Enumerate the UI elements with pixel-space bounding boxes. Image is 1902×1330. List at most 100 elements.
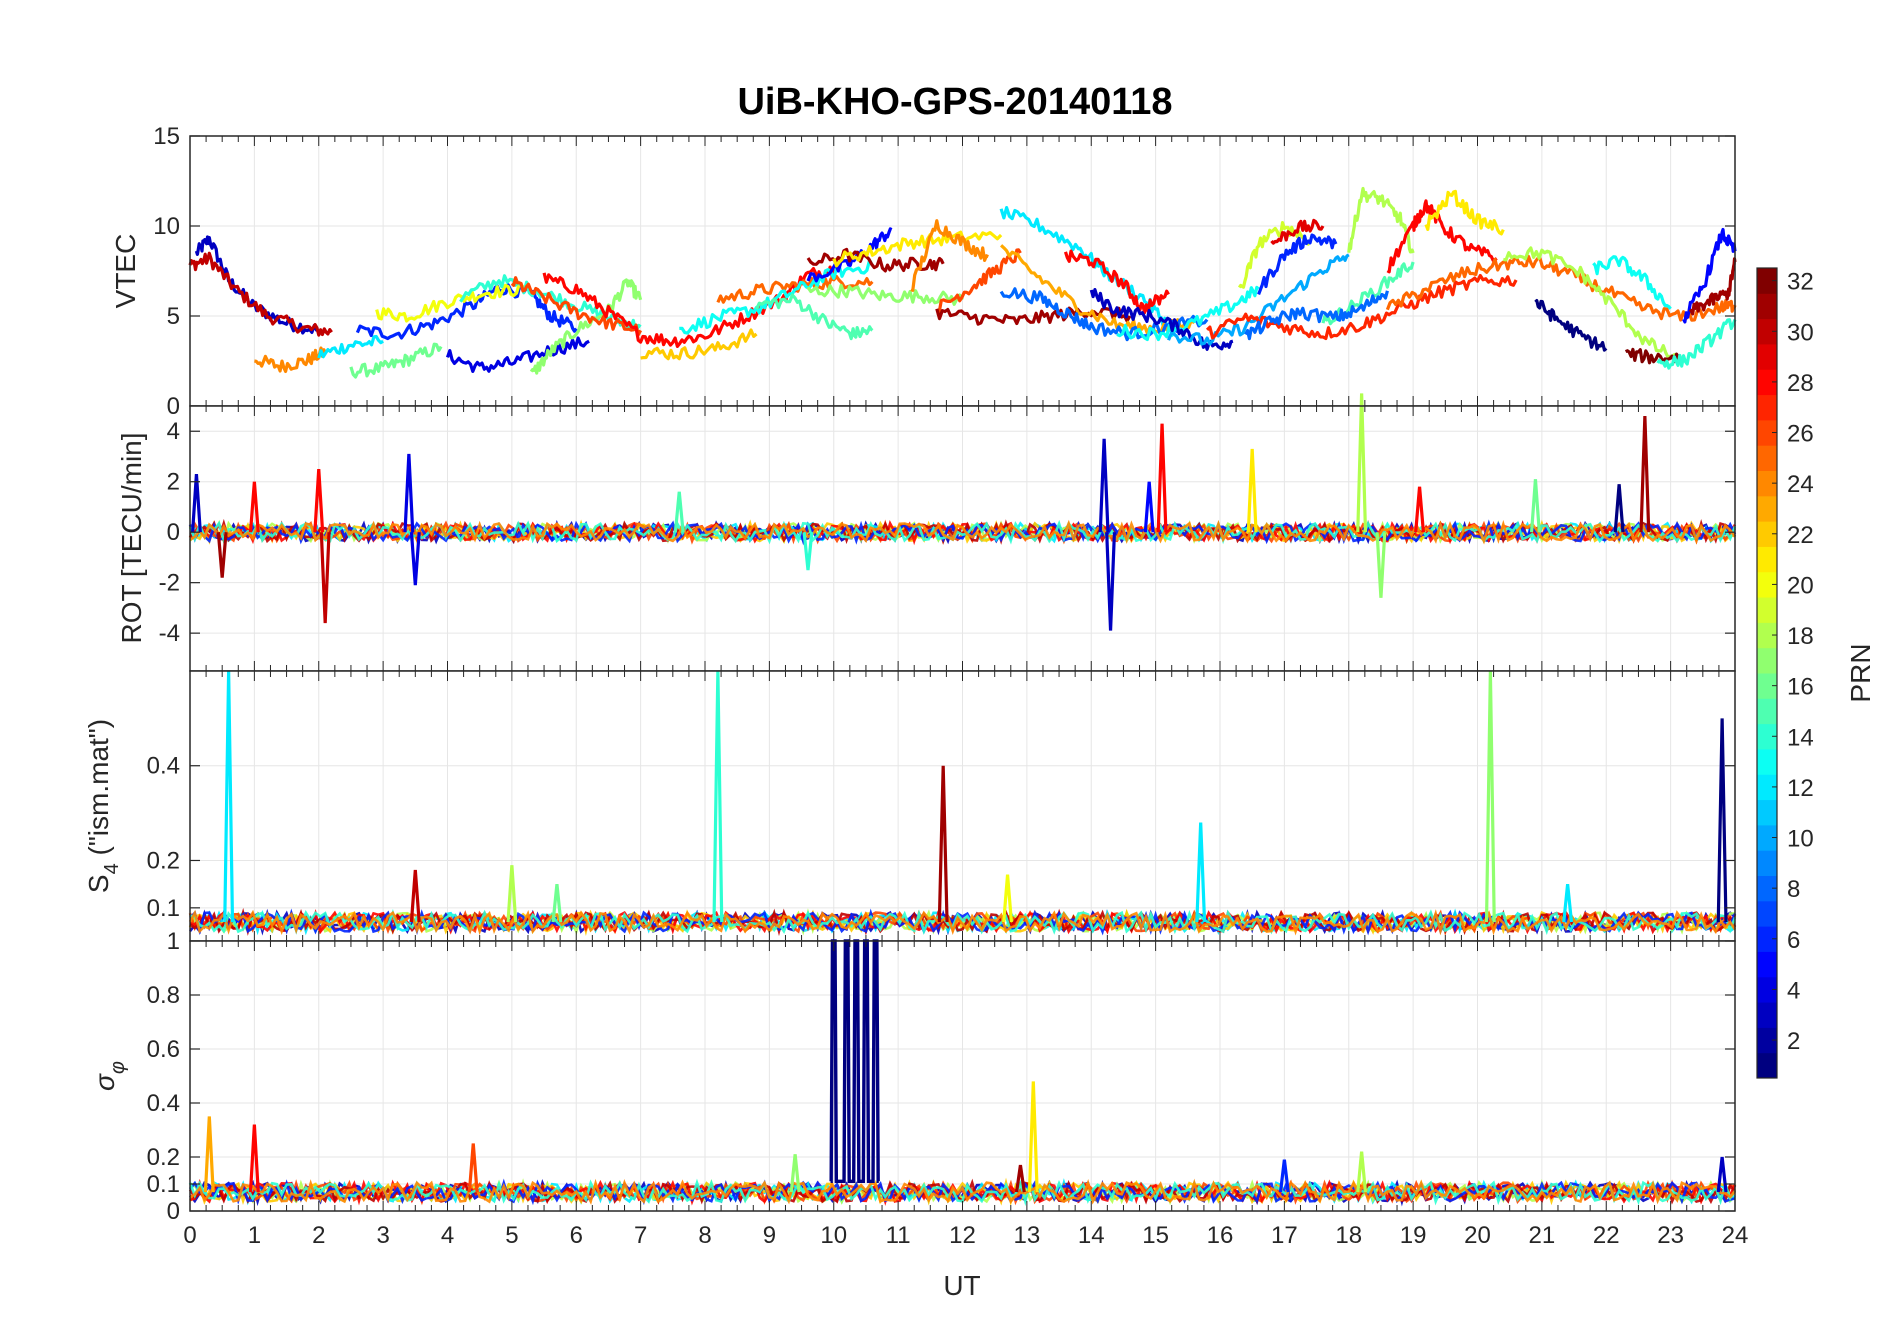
vtec-series-line [1386,199,1498,274]
colorbar-swatch [1757,1002,1777,1028]
s4-spike-line [551,883,563,923]
colorbar-swatch [1757,1027,1777,1054]
colorbar-swatch [1757,369,1777,396]
vtec-series-line [910,219,989,292]
x-tick-label: 4 [441,1222,454,1249]
colorbar-swatch [1757,647,1777,674]
vtec-x-minor-ticks [189,136,1736,406]
s4-grid [190,671,1735,941]
x-tick-label: 12 [949,1222,976,1249]
rot-spike-line [1105,532,1117,631]
x-tick-label: 6 [570,1222,583,1249]
colorbar-swatch [1757,723,1777,750]
vtec-series-line [1000,244,1196,335]
rot-spike-line [409,532,421,586]
vtec-y-ticks: 0 5 10 15 [153,123,1735,420]
rot-spike-line [190,474,202,533]
x-tick-label: 17 [1271,1222,1298,1249]
sigma-phi-spike-line [1027,1081,1039,1193]
x-tick-label: 0 [183,1222,196,1249]
rot-spike-line [313,468,325,533]
x-tick-label: 16 [1207,1222,1234,1249]
colorbar-swatches [1757,268,1777,1079]
s4-series [188,670,1737,937]
s4-spike-line [1195,822,1207,923]
rot-y-label: ROT [TECU/min] [116,432,147,643]
vtec-series-line [935,306,1132,326]
x-tick-label: 8 [698,1222,711,1249]
vtec-series-line [1592,255,1672,310]
sigma-phi-noise-line [189,1178,1736,1205]
x-axis-label: UT [943,1270,980,1301]
vtec-series [188,186,1737,379]
colorbar-swatch [1757,926,1777,952]
s4-noise-line [189,908,1737,936]
colorbar-tick-label: 30 [1787,319,1814,346]
colorbar-swatch [1757,394,1777,421]
colorbar-tick-label: 4 [1787,977,1800,1004]
sigma-phi-spike-line [789,1154,801,1193]
rot-noise-line [189,519,1737,545]
x-tick-label: 10 [820,1222,847,1249]
colorbar-swatch [1757,622,1777,649]
x-tick-label: 20 [1464,1222,1491,1249]
vtec-series-line [1116,285,1260,342]
s4-panel: 0.1 0.2 0.4 S4 ("ism.mat") [83,670,1737,942]
sigma-phi-x-minor-ticks [189,941,1736,1211]
colorbar-swatch [1757,850,1777,876]
colorbar-swatch [1757,748,1777,775]
rot-spike-line [1613,484,1625,533]
rot-y-tick-label: 4 [167,418,180,445]
sigma-phi-spike-line [1278,1159,1290,1193]
vtec-series-line [188,251,333,337]
x-tick-label: 13 [1014,1222,1041,1249]
s4-spike-line [1716,718,1728,923]
sigma-phi-y-label: σφ [89,1061,129,1091]
sigma-phi-grid [190,941,1735,1211]
colorbar-swatch [1757,445,1777,471]
vtec-series-line [254,346,327,373]
s4-spike-line [937,765,949,923]
x-tick-label: 5 [505,1222,518,1249]
rot-spike-line [1098,438,1110,533]
rot-panel: -4 -2 0 2 4 ROT [TECU/min] [116,393,1737,672]
rot-y-tick-label: 2 [167,469,180,496]
rot-y-tick-label: 0 [167,519,180,546]
sigma-phi-spike-line [248,1124,260,1193]
sigma-phi-y-tick-label: 0.8 [147,982,180,1009]
colorbar-tick-label: 18 [1787,623,1814,650]
colorbar-swatch [1757,343,1777,370]
vtec-series-line [716,274,874,304]
vtec-series-line [1534,299,1608,352]
s4-spike-line [506,865,518,923]
vtec-y-label: VTEC [110,234,141,309]
sigma-phi-spike-line [1716,1156,1728,1193]
s4-y-tick-label: 0.2 [147,847,180,874]
rot-spike-line [673,491,685,533]
s4-y-tick-label: 0.1 [147,895,180,922]
sigma-phi-y-ticks: 00.10.2 0.4 0.6 0.8 1 [147,928,1735,1225]
rot-spike-line [802,532,814,571]
colorbar-tick-label: 32 [1787,269,1814,296]
x-tick-label: 21 [1529,1222,1556,1249]
sigma-phi-y-tick-label: 1 [167,928,180,955]
vtec-series-line [1682,227,1737,324]
rot-spike-line [319,532,331,624]
colorbar-swatch [1757,419,1777,446]
rot-spike-line [1156,423,1168,533]
s4-y-tick-label: 0.4 [147,753,180,780]
colorbar-tick-label: 14 [1787,724,1814,751]
colorbar-swatch [1757,951,1777,978]
vtec-series-line [1257,233,1338,295]
vtec-series-line [936,248,1022,315]
colorbar-swatch [1757,521,1777,547]
x-tick-label: 24 [1722,1222,1749,1249]
sigma-phi-y-tick-label: 0.2 [147,1144,180,1171]
vtec-panel: 0 5 10 15 VTEC [110,123,1737,420]
x-tick-label: 11 [886,1222,911,1249]
x-tick-label: 18 [1335,1222,1362,1249]
x-tick-label: 3 [376,1222,389,1249]
colorbar-swatch [1757,698,1777,725]
rot-spike-line [403,453,415,533]
sigma-phi-panel: 00.10.20.40.60.81 0 1 2 3 4 5 6 7 8 9 10 11 12 13 14 15… [89,928,1748,1301]
